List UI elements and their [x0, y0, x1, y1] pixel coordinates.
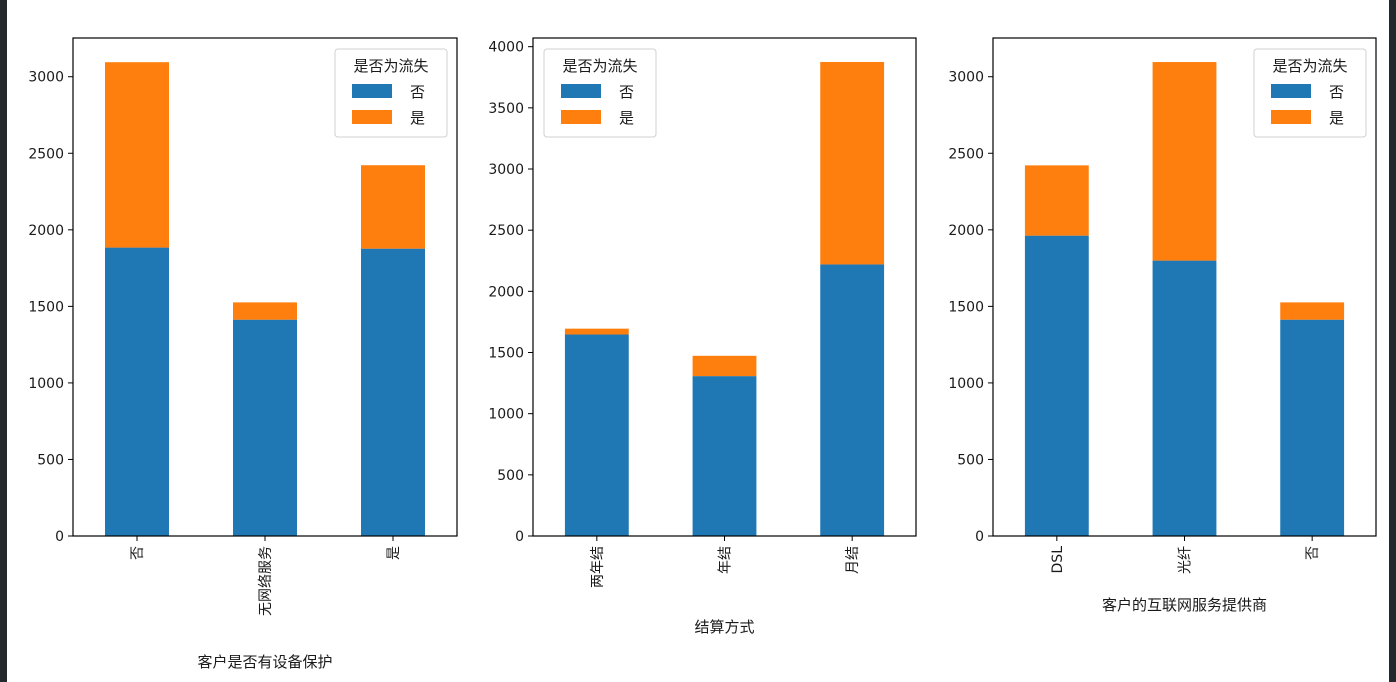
x-tick-label: 否: [130, 546, 146, 560]
legend-swatch-no: [1271, 84, 1311, 98]
bar-segment: [564, 334, 629, 536]
y-tick-label: 500: [37, 452, 64, 468]
y-tick-label: 0: [975, 529, 984, 545]
x-axis-label: 客户是否有设备保护: [197, 653, 332, 671]
legend-swatch-yes: [561, 110, 601, 124]
legend-entry-label: 是: [410, 109, 425, 127]
y-tick-label: 2000: [28, 223, 64, 239]
y-tick-label: 2500: [948, 146, 984, 162]
chart-internet-service: DSL 光纤 否 0 500 1000 1500 2000 2500 3000 客户的互联网服务提供…: [948, 37, 1377, 614]
x-tick-label: 无网络服务: [258, 546, 274, 616]
bar-segment: [1152, 260, 1217, 536]
bar-segment: [105, 62, 169, 248]
y-tick-label: 2500: [28, 146, 64, 162]
y-tick-label: 500: [957, 452, 984, 468]
y-tick-label: 3000: [948, 70, 984, 86]
chart-device-protection: 否无网络服务 是050010001500200025003000客户是否有设备保护…: [28, 37, 458, 671]
y-tick-label: 3000: [488, 162, 524, 178]
y-tick-label: 3000: [28, 70, 64, 86]
y-tick-label: 1000: [488, 407, 524, 423]
legend-title: 是否为流失: [353, 57, 428, 75]
x-tick-label: 两年结: [590, 546, 606, 588]
y-tick-label: 1000: [28, 376, 64, 392]
bar-segment: [233, 319, 297, 536]
bar-segment: [1024, 165, 1089, 236]
x-tick-label: 年结: [718, 546, 734, 574]
bar-segment: [564, 328, 629, 335]
legend-entry-label: 是: [619, 109, 634, 127]
legend-entry-label: 否: [410, 83, 425, 101]
right-window-edge: [1389, 0, 1396, 682]
y-tick-label: 0: [515, 529, 524, 545]
y-tick-label: 1500: [488, 346, 524, 362]
chart-contract-type: 两年结 年结 月结 0 500 1000 1500 2000 2500 3000 3500 4000 结…: [488, 37, 917, 636]
legend-swatch-no: [561, 84, 601, 98]
legend-entry-label: 否: [1329, 83, 1344, 101]
y-tick-label: 2000: [488, 284, 524, 300]
bar-segment: [1024, 235, 1089, 536]
legend-entry-label: 是: [1329, 109, 1344, 127]
bar-segment: [820, 61, 885, 265]
y-tick-label: 2000: [948, 223, 984, 239]
legend-title: 是否为流失: [1272, 57, 1347, 75]
legend-entry-label: 否: [619, 83, 634, 101]
x-tick-label: DSL: [1050, 546, 1066, 574]
y-tick-label: 3500: [488, 101, 524, 117]
x-tick-label: 光纤: [1178, 546, 1194, 574]
left-window-edge: [0, 0, 7, 682]
bar-segment: [233, 302, 297, 320]
bar-segment: [1280, 302, 1345, 320]
axes-frame: [532, 37, 917, 537]
bar-segment: [361, 165, 425, 249]
legend-swatch-yes: [1271, 110, 1311, 124]
x-axis-label: 结算方式: [694, 618, 754, 636]
y-tick-label: 1500: [948, 299, 984, 315]
axes-frame: [72, 37, 458, 537]
y-tick-label: 0: [55, 529, 64, 545]
legend-swatch-no: [352, 84, 392, 98]
bar-segment: [692, 355, 757, 377]
bar-segment: [105, 247, 169, 536]
y-tick-label: 2500: [488, 223, 524, 239]
bar-segment: [692, 376, 757, 536]
axes-frame: [992, 37, 1377, 537]
y-tick-label: 1000: [948, 376, 984, 392]
bar-segment: [1152, 62, 1217, 261]
bar-segment: [361, 248, 425, 536]
x-axis-label: 客户的互联网服务提供商: [1102, 596, 1267, 614]
x-tick-label: 否: [1305, 546, 1321, 560]
legend-title: 是否为流失: [562, 57, 637, 75]
x-tick-label: 月结: [845, 546, 861, 574]
bar-segment: [820, 264, 885, 536]
y-tick-label: 1500: [28, 299, 64, 315]
y-tick-label: 500: [497, 468, 524, 484]
bar-segment: [1280, 319, 1345, 536]
legend-swatch-yes: [352, 110, 392, 124]
x-tick-label: 是: [386, 546, 402, 560]
y-tick-label: 4000: [488, 40, 524, 56]
